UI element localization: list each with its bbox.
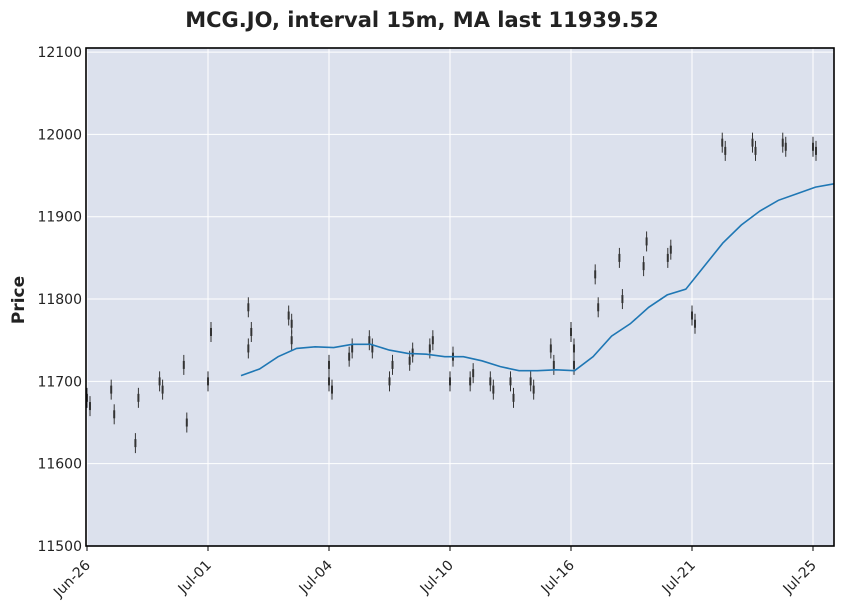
candle-body — [784, 142, 787, 151]
candle-body — [351, 344, 354, 353]
candle-body — [549, 344, 552, 353]
candle-body — [431, 336, 434, 345]
y-tick-label: 12000 — [37, 127, 82, 143]
candle-body — [532, 385, 535, 394]
y-tick-label: 11900 — [37, 210, 82, 226]
y-tick-label: 11600 — [37, 457, 82, 473]
candle-body — [751, 138, 754, 147]
candle-body — [158, 377, 161, 386]
candle-body — [645, 237, 648, 246]
x-tick-label: Jun-26 — [50, 557, 94, 601]
candle-body — [573, 344, 575, 353]
candles — [86, 132, 817, 454]
x-tick-label: Jul-16 — [538, 557, 578, 597]
candle-body — [472, 369, 475, 378]
candle-body — [621, 295, 624, 304]
candle-body — [182, 360, 185, 369]
candle-body — [469, 377, 472, 386]
grid — [86, 48, 834, 547]
candle-body — [721, 138, 724, 147]
candle-body — [290, 319, 293, 328]
candle-body — [348, 352, 351, 361]
candle-body — [666, 253, 669, 262]
candle-body — [207, 377, 209, 386]
y-tick-label: 11500 — [37, 539, 82, 555]
candle-body — [86, 393, 88, 402]
candle-body — [489, 377, 492, 386]
candle-body — [512, 393, 515, 402]
candle-body — [185, 418, 188, 427]
candle-body — [694, 319, 696, 328]
candle-body — [529, 377, 532, 386]
candle-body — [210, 327, 212, 336]
candle-body — [815, 146, 817, 155]
candle-body — [290, 336, 293, 345]
x-tick-label: Jul-04 — [296, 557, 336, 597]
candle-body — [594, 270, 597, 279]
candle-body — [250, 327, 253, 336]
candle-body — [428, 344, 431, 353]
candle-body — [134, 439, 137, 448]
candle-body — [161, 385, 164, 394]
candle-body — [331, 385, 333, 394]
candle-body — [287, 311, 290, 320]
x-axis: Jun-26 Jul-01 Jul-04 Jul-10 Jul-16 Jul-21 Jul-… — [50, 546, 820, 601]
y-tick-label: 12100 — [37, 45, 82, 61]
candle-body — [328, 360, 330, 369]
candle-body — [411, 348, 414, 357]
plot-background — [86, 48, 834, 546]
candle-body — [618, 253, 621, 262]
candle-body — [113, 410, 116, 419]
candle-body — [597, 303, 600, 312]
y-axis-label: Price — [9, 276, 29, 324]
candle-body — [388, 377, 391, 386]
y-tick-label: 11700 — [37, 374, 82, 390]
ma-line — [240, 183, 835, 377]
candle-body — [247, 344, 250, 353]
x-tick-label: Jul-10 — [417, 558, 457, 598]
candle-body — [368, 336, 371, 345]
candle-body — [754, 146, 757, 155]
candle-body — [391, 360, 394, 369]
chart-title: MCG.JO, interval 15m, MA last 11939.52 — [185, 8, 659, 32]
plot-frame — [85, 47, 835, 547]
y-tick-label: 11800 — [37, 292, 82, 308]
candle-body — [669, 245, 672, 254]
candle-body — [408, 356, 411, 365]
x-tick-label: Jul-25 — [780, 558, 820, 598]
candle-body — [812, 142, 814, 151]
y-axis: 11500 11600 11700 11800 11900 12000 12100 — [37, 45, 82, 555]
candle-body — [89, 402, 91, 411]
candle-body — [449, 377, 451, 386]
candle-body — [570, 327, 572, 336]
x-tick-label: Jul-01 — [175, 558, 215, 598]
candle-body — [328, 377, 330, 386]
candle-body — [137, 393, 140, 402]
candle-body — [691, 311, 693, 320]
x-tick-label: Jul-21 — [659, 558, 699, 598]
candle-body — [492, 385, 495, 394]
candle-body — [509, 377, 512, 386]
candle-body — [781, 138, 784, 147]
candle-body — [552, 360, 555, 369]
candle-body — [110, 385, 113, 394]
candle-body — [724, 146, 727, 155]
candle-body — [642, 262, 645, 271]
candle-body — [573, 360, 575, 369]
candle-body — [247, 303, 250, 312]
candle-body — [371, 344, 374, 353]
